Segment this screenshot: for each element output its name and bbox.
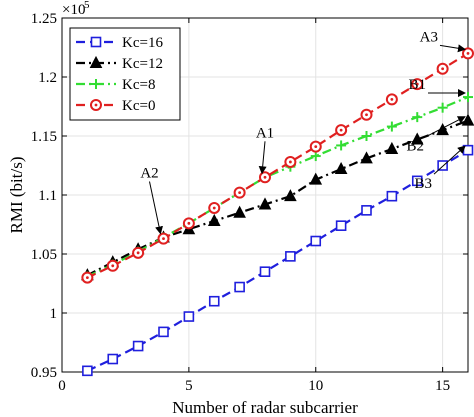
marker-circle-dot (238, 191, 242, 195)
marker-triangle (89, 55, 103, 68)
marker-square (158, 326, 169, 338)
marker-circle-dot (390, 98, 394, 101)
annotation-a2: A2 (140, 165, 163, 235)
marker-circle-dot (187, 221, 191, 225)
annotation-a1: A1 (256, 125, 274, 175)
annotation-a3: A3 (420, 29, 466, 53)
x-axis-label: Number of radar subcarrier (172, 398, 358, 417)
marker-circle-dot (136, 251, 140, 255)
marker-square (234, 281, 245, 293)
legend-entry: Kc=8 (76, 77, 155, 93)
marker-circle-dot (415, 82, 419, 86)
marker-circle-dot (263, 175, 267, 179)
annotation-arrow (439, 44, 466, 53)
marker-triangle (207, 213, 221, 226)
series-line (86, 52, 469, 279)
marker-circle-dot (441, 67, 445, 71)
y-scale-multiplier: ×10 (62, 2, 85, 18)
annotation-label: A1 (256, 125, 274, 141)
axis-ticks: 0 5 10 15 0.95 1 1.05 1.1 1.15 1.2 1.25 (31, 11, 468, 394)
marker-circle-dot (212, 206, 216, 210)
marker-circle-dot (365, 113, 368, 117)
marker-circle-dot (162, 237, 165, 241)
annotation-label: B1 (408, 77, 426, 93)
x-tick-label: 5 (185, 378, 193, 394)
marker-circle-dot (466, 52, 470, 55)
marker-circle-dot (85, 276, 89, 279)
marker-circle-dot (339, 128, 343, 132)
y-tick-label: 1 (50, 306, 58, 322)
legend-label: Kc=16 (122, 35, 163, 51)
x-tick-label: 10 (308, 378, 323, 394)
y-tick-label: 1.05 (31, 247, 57, 263)
annotation-b1: B1 (408, 77, 466, 98)
y-scale-exponent: 5 (84, 0, 90, 11)
annotation-label: A2 (140, 165, 158, 181)
marker-triangle (334, 161, 348, 175)
marker-triangle (284, 189, 297, 202)
y-tick-label: 1.2 (38, 70, 57, 86)
marker-square (90, 36, 102, 48)
marker-triangle (385, 141, 399, 154)
marker-square (437, 160, 448, 171)
marker-square (386, 190, 398, 202)
marker-circle-dot (314, 145, 318, 149)
marker-triangle (461, 113, 474, 126)
legend-label: Kc=8 (122, 77, 155, 93)
legend-label: Kc=0 (122, 98, 155, 114)
x-tick-label: 0 (58, 378, 66, 394)
marker-circle-dot (94, 103, 98, 107)
marker-square (183, 311, 195, 322)
marker-triangle (360, 151, 373, 164)
marker-circle-dot (288, 160, 292, 164)
legend-entry: Kc=16 (76, 35, 163, 51)
y-axis-label: RMI (bit/s) (7, 157, 26, 234)
annotation-b3: B3 (414, 145, 466, 192)
marker-square (285, 251, 296, 262)
annotation-label: A3 (420, 29, 438, 45)
legend-entry: Kc=0 (76, 98, 155, 114)
marker-square (107, 353, 119, 365)
legend-entry: Kc=12 (76, 55, 163, 72)
annotation-b2: B2 (406, 116, 466, 155)
marker-circle-dot (111, 264, 115, 268)
series-line (86, 149, 469, 372)
marker-square (411, 175, 423, 187)
marker-triangle (233, 205, 246, 218)
marker-square (82, 365, 93, 377)
y-tick-label: 1.25 (31, 11, 57, 27)
annotation-arrow (433, 145, 466, 175)
marker-triangle (410, 132, 424, 145)
annotation-arrow (258, 141, 267, 175)
legend-box (69, 27, 181, 121)
marker-square (361, 205, 372, 216)
marker-triangle (258, 197, 272, 210)
marker-square (259, 266, 271, 278)
y-tick-label: 1.1 (38, 188, 57, 204)
marker-square (132, 340, 144, 352)
legend-label: Kc=12 (122, 56, 163, 72)
annotation-label: B3 (414, 176, 432, 192)
annotation-label: B2 (406, 139, 424, 155)
annotations: A1 A2 A3 B1 B2 B3 (140, 29, 466, 235)
y-tick-label: 0.95 (31, 365, 57, 381)
marker-triangle (309, 172, 323, 185)
annotation-arrow (149, 181, 163, 235)
y-tick-label: 1.15 (31, 129, 57, 145)
marker-square (208, 295, 220, 307)
marker-square (462, 144, 474, 156)
marker-square (335, 220, 347, 231)
series-kc-16 (82, 144, 474, 377)
x-tick-label: 15 (435, 378, 450, 394)
annotation-arrow (425, 116, 466, 138)
marker-square (310, 235, 322, 247)
legend: Kc=16 Kc=12 Kc=8 Kc=0 (69, 27, 181, 121)
